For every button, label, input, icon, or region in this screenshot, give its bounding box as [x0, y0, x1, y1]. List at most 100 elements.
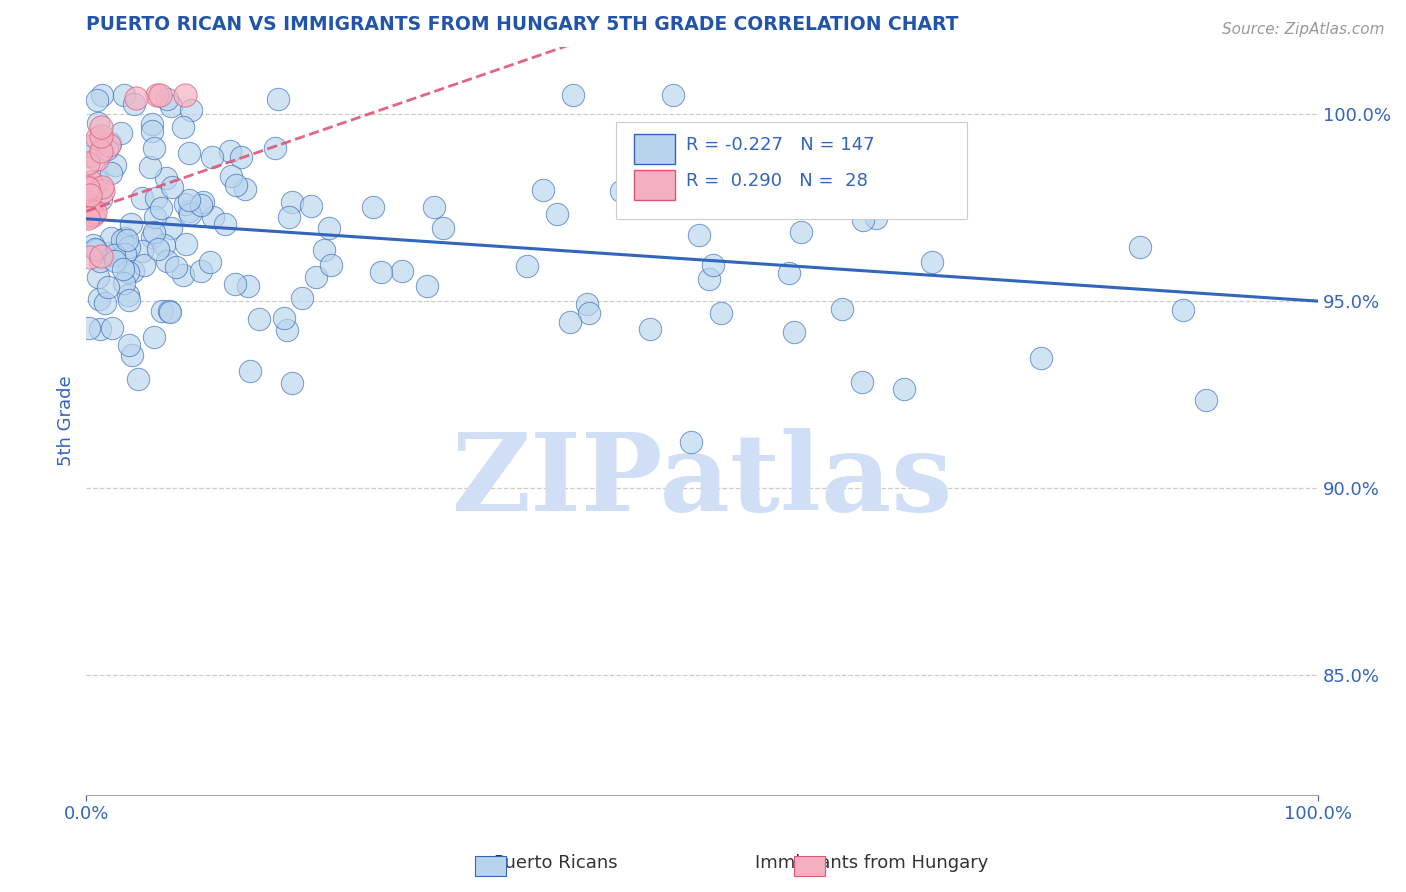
Point: [150, 201, 173, 215]
Point: [77, 149, 100, 163]
Point: [1195, 392, 1218, 407]
Point: [96, 142, 118, 156]
Point: [79, 185, 101, 199]
Point: [160, 98, 183, 112]
Point: [190, 197, 212, 211]
Point: [90, 120, 112, 134]
Point: [143, 330, 166, 344]
Point: [789, 225, 811, 239]
Point: [160, 221, 183, 235]
Point: [82, 181, 104, 195]
Point: [710, 306, 733, 320]
Point: [157, 303, 180, 318]
Point: [173, 88, 195, 103]
Point: [141, 124, 163, 138]
Point: [783, 326, 806, 340]
Point: [174, 197, 197, 211]
Point: [76, 179, 98, 194]
Point: [104, 253, 127, 268]
Point: [121, 348, 143, 362]
Point: [79, 250, 101, 264]
Point: [114, 231, 136, 245]
Point: [921, 254, 943, 268]
Point: [370, 265, 392, 279]
Point: [560, 315, 582, 329]
Point: [112, 276, 135, 290]
Point: [281, 376, 304, 390]
Point: [177, 204, 200, 219]
Point: [98, 138, 121, 153]
Point: [546, 207, 568, 221]
Text: ZIPatlas: ZIPatlas: [451, 428, 953, 533]
Point: [681, 435, 703, 450]
Point: [219, 144, 242, 158]
Point: [142, 141, 165, 155]
Point: [84, 242, 107, 256]
Point: [233, 182, 256, 196]
Point: [77, 321, 100, 335]
Point: [77, 181, 100, 195]
Point: [314, 243, 336, 257]
Point: [76, 208, 98, 222]
Point: [90, 129, 112, 144]
Point: [391, 263, 413, 277]
Point: [110, 126, 132, 140]
Point: [90, 249, 112, 263]
Point: [319, 259, 342, 273]
Point: [318, 221, 340, 235]
Text: R =  0.290   N =  28: R = 0.290 N = 28: [686, 171, 868, 190]
Point: [415, 278, 437, 293]
Point: [361, 200, 384, 214]
Point: [247, 312, 270, 326]
Point: [267, 92, 290, 106]
Point: [91, 180, 114, 194]
FancyBboxPatch shape: [616, 121, 967, 219]
Point: [149, 88, 172, 103]
Text: R = -0.227   N = 147: R = -0.227 N = 147: [686, 136, 875, 153]
Point: [155, 254, 177, 268]
Point: [851, 375, 873, 389]
Point: [131, 191, 153, 205]
Point: [145, 210, 167, 224]
Point: [100, 320, 122, 334]
Point: [172, 268, 194, 282]
Point: [160, 179, 183, 194]
Point: [839, 200, 862, 214]
Point: [76, 201, 98, 215]
Text: Puerto Ricans: Puerto Ricans: [494, 855, 617, 872]
Point: [82, 209, 104, 223]
Point: [159, 305, 181, 319]
Point: [97, 279, 120, 293]
Point: [80, 174, 103, 188]
Point: [142, 225, 165, 239]
Point: [146, 242, 169, 256]
Point: [238, 278, 260, 293]
Point: [153, 238, 176, 252]
Point: [281, 195, 304, 210]
Point: [609, 185, 631, 199]
Point: [76, 183, 98, 197]
Point: [156, 92, 179, 106]
Point: [118, 338, 141, 352]
Point: [141, 117, 163, 131]
Point: [87, 269, 110, 284]
Point: [89, 254, 111, 268]
Point: [86, 93, 108, 107]
Point: [893, 382, 915, 396]
Point: [852, 213, 875, 227]
Point: [1173, 303, 1195, 318]
Y-axis label: 5th Grade: 5th Grade: [58, 376, 75, 467]
Point: [1129, 239, 1152, 253]
Point: [86, 131, 108, 145]
Point: [688, 228, 710, 243]
Point: [79, 188, 101, 202]
Point: [276, 323, 298, 337]
Point: [155, 170, 177, 185]
Point: [118, 240, 141, 254]
Point: [865, 211, 887, 226]
Point: [198, 255, 221, 269]
Point: [697, 272, 720, 286]
Point: [561, 88, 583, 103]
Point: [77, 196, 100, 211]
Point: [90, 192, 112, 206]
